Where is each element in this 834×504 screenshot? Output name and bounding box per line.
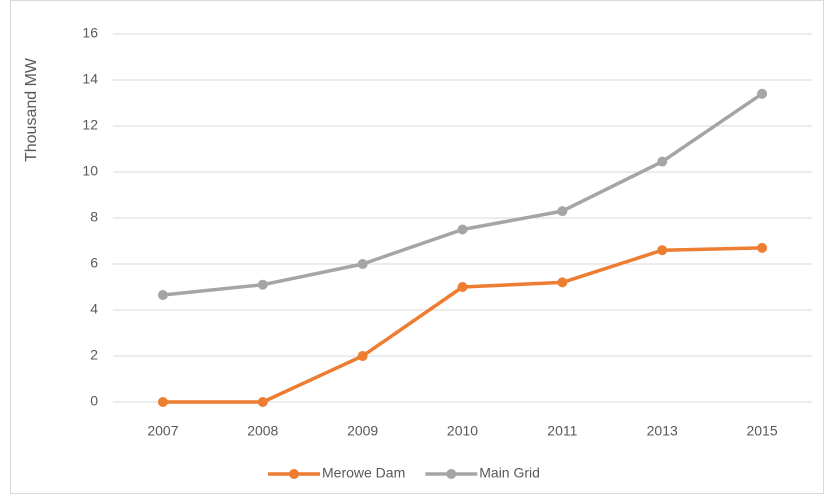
y-axis-label: Thousand MW (23, 57, 40, 162)
y-tick-label: 16 (82, 25, 98, 41)
x-tick-label: 2011 (547, 423, 577, 439)
point (557, 277, 568, 288)
point (157, 290, 168, 301)
point (457, 224, 468, 235)
point (557, 206, 568, 217)
y-tick-label: 8 (90, 209, 98, 225)
point (257, 279, 268, 290)
x-tick-label: 2007 (147, 423, 178, 439)
x-tick-label: 2008 (247, 423, 278, 439)
legend-marker (289, 469, 299, 479)
y-tick-label: 14 (82, 71, 98, 87)
x-tick-label: 2010 (447, 423, 478, 439)
point (657, 156, 668, 167)
x-tick-label: 2009 (347, 423, 378, 439)
point (757, 242, 768, 253)
y-tick-label: 2 (90, 347, 98, 363)
x-tick-label: 2013 (647, 423, 678, 439)
y-tick-label: 6 (90, 255, 98, 271)
y-tick-label: 4 (90, 301, 98, 317)
point (357, 351, 368, 361)
x-tick-label: 2015 (746, 423, 777, 439)
y-tick-label: 10 (82, 163, 98, 179)
point (357, 259, 368, 269)
legend-label: Merowe Dam (322, 465, 405, 481)
y-tick-label: 12 (82, 117, 98, 133)
point (257, 397, 268, 407)
point (657, 245, 668, 256)
point (157, 397, 168, 407)
point (457, 282, 468, 292)
point (757, 88, 768, 99)
legend-label: Main Grid (479, 465, 540, 481)
y-tick-label: 0 (90, 393, 98, 409)
legend-marker (446, 469, 457, 479)
